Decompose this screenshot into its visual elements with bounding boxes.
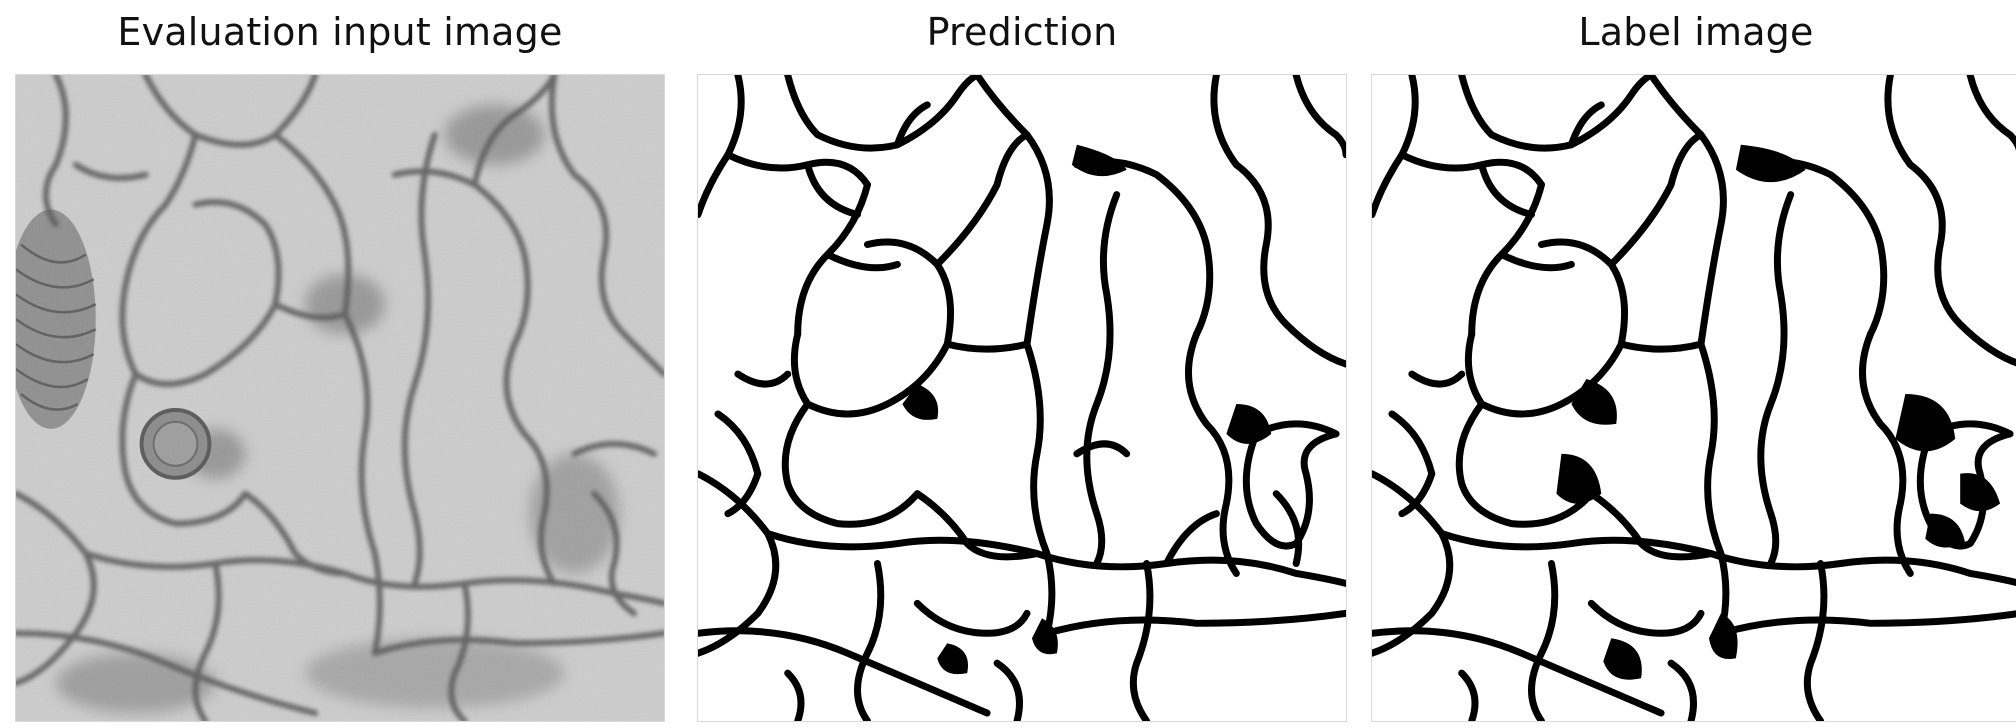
prediction-membranes (698, 75, 1346, 721)
panel-title-label: Label image (1578, 10, 1814, 54)
prediction-junction-blobs (902, 144, 1272, 675)
panel-prediction: Prediction (697, 0, 1347, 728)
prediction-image (697, 74, 1347, 722)
em-micrograph (16, 75, 664, 721)
input-image (15, 74, 665, 722)
panel-title-input: Evaluation input image (117, 10, 563, 54)
label-image (1371, 74, 2016, 722)
label-membranes (1372, 75, 2016, 721)
prediction-segmentation (698, 75, 1346, 721)
label-segmentation (1372, 75, 2016, 721)
panel-input: Evaluation input image (15, 0, 665, 728)
label-junction-blobs (1556, 144, 2001, 680)
panel-label: Label image (1371, 0, 2016, 728)
panel-title-prediction: Prediction (926, 10, 1118, 54)
